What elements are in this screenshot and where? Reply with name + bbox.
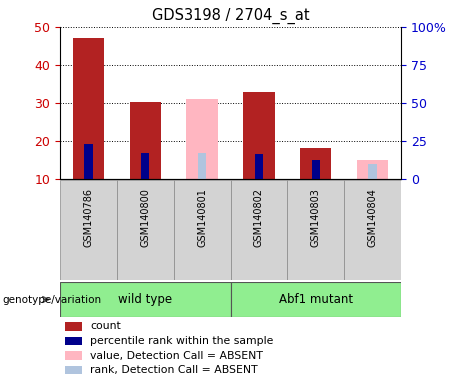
Bar (300, 148, 331, 179)
Text: wild type: wild type (118, 293, 172, 306)
Bar (344, 180, 401, 280)
Bar (73, 38, 104, 179)
Text: GSM140786: GSM140786 (83, 189, 94, 247)
Text: genotype/variation: genotype/variation (2, 295, 101, 305)
Text: GSM140802: GSM140802 (254, 189, 264, 247)
Bar (117, 180, 174, 280)
Text: count: count (90, 321, 121, 331)
Text: GSM140803: GSM140803 (311, 189, 321, 247)
Text: GSM140801: GSM140801 (197, 189, 207, 247)
Text: value, Detection Call = ABSENT: value, Detection Call = ABSENT (90, 351, 263, 361)
Title: GDS3198 / 2704_s_at: GDS3198 / 2704_s_at (152, 8, 309, 24)
Bar (368, 164, 377, 179)
Bar (230, 282, 401, 317)
Text: rank, Detection Call = ABSENT: rank, Detection Call = ABSENT (90, 365, 258, 375)
Bar (141, 153, 149, 179)
Bar (84, 144, 93, 179)
Bar (186, 99, 218, 179)
Bar (312, 160, 320, 179)
Text: GSM140804: GSM140804 (367, 189, 378, 247)
Text: percentile rank within the sample: percentile rank within the sample (90, 336, 273, 346)
Bar (243, 92, 275, 179)
Bar (254, 154, 263, 179)
Text: GSM140800: GSM140800 (140, 189, 150, 247)
Bar (287, 180, 344, 280)
Bar (130, 102, 161, 179)
Bar (174, 180, 230, 280)
Bar (230, 180, 287, 280)
Bar (60, 282, 230, 317)
Bar (357, 161, 388, 179)
Bar (60, 180, 117, 280)
Bar (198, 153, 207, 179)
Text: Abf1 mutant: Abf1 mutant (279, 293, 353, 306)
